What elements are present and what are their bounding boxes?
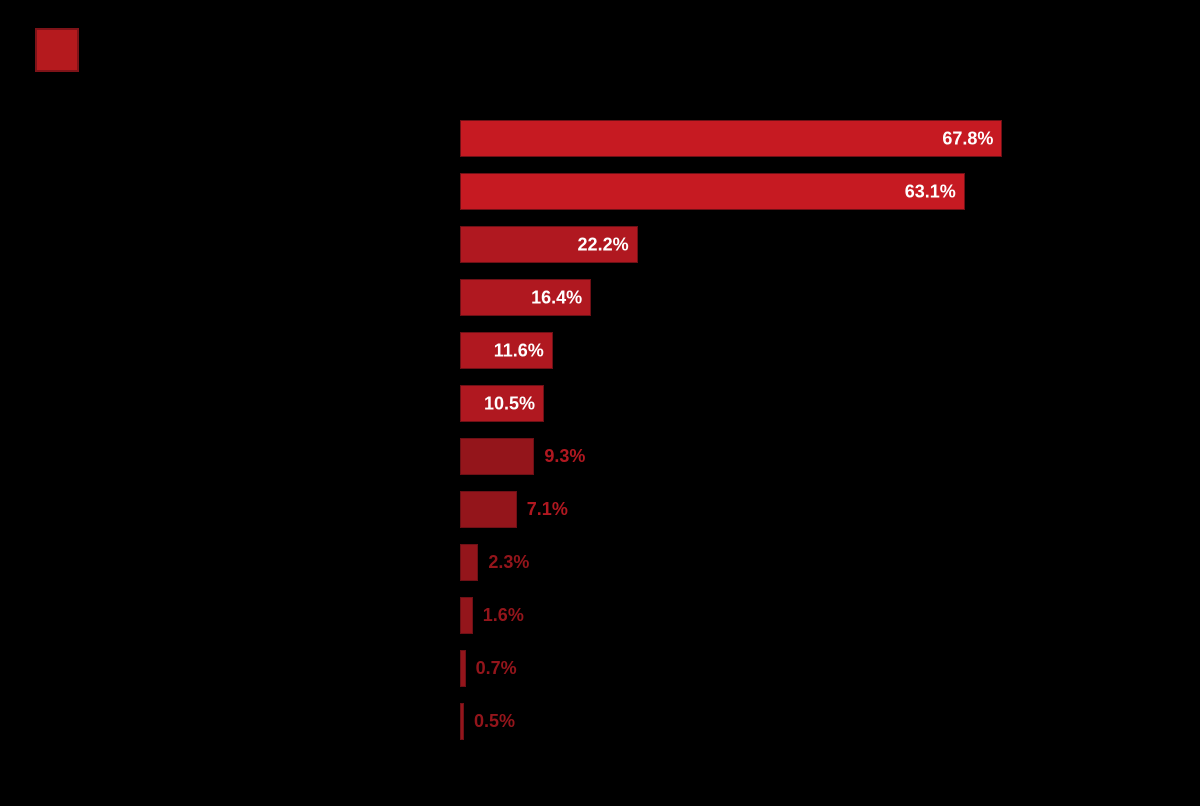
bar <box>460 597 473 634</box>
bar <box>460 491 517 528</box>
bar: 22.2% <box>460 226 638 263</box>
bar-row: 22.2% <box>460 226 1100 263</box>
bar: 11.6% <box>460 332 553 369</box>
bar <box>460 438 534 475</box>
value-label: 16.4% <box>531 287 582 308</box>
bar-row: 16.4% <box>460 279 1100 316</box>
bar-wrap: 2.3% <box>460 544 529 581</box>
bar-row: 7.1% <box>460 491 1100 528</box>
legend <box>35 28 89 72</box>
legend-swatch <box>35 28 79 72</box>
value-label: 10.5% <box>484 393 535 414</box>
chart-canvas: 67.8% 63.1% 22.2% 16.4% 11.6% 10.5% 9.3% 7.1% 2.… <box>0 0 1200 806</box>
value-label: 63.1% <box>905 181 956 202</box>
bar <box>460 703 464 740</box>
value-label: 0.7% <box>476 658 517 679</box>
bar-row: 63.1% <box>460 173 1100 210</box>
bar-row: 1.6% <box>460 597 1100 634</box>
bar: 10.5% <box>460 385 544 422</box>
value-label: 22.2% <box>578 234 629 255</box>
bar: 63.1% <box>460 173 965 210</box>
bar-wrap: 63.1% <box>460 173 965 210</box>
bar-row: 2.3% <box>460 544 1100 581</box>
bar-row: 10.5% <box>460 385 1100 422</box>
value-label: 1.6% <box>483 605 524 626</box>
bar-row: 67.8% <box>460 120 1100 157</box>
bar <box>460 544 478 581</box>
bar-wrap: 10.5% <box>460 385 544 422</box>
bar-wrap: 22.2% <box>460 226 638 263</box>
value-label: 9.3% <box>544 446 585 467</box>
bar-wrap: 9.3% <box>460 438 585 475</box>
bar-row: 9.3% <box>460 438 1100 475</box>
bar-row: 11.6% <box>460 332 1100 369</box>
bar-wrap: 67.8% <box>460 120 1002 157</box>
bar-wrap: 11.6% <box>460 332 553 369</box>
value-label: 0.5% <box>474 711 515 732</box>
bar: 16.4% <box>460 279 591 316</box>
bar-row: 0.5% <box>460 703 1100 740</box>
value-label: 2.3% <box>488 552 529 573</box>
value-label: 67.8% <box>942 128 993 149</box>
value-label: 11.6% <box>494 340 544 361</box>
value-label: 7.1% <box>527 499 568 520</box>
bar-wrap: 7.1% <box>460 491 568 528</box>
bar-wrap: 16.4% <box>460 279 591 316</box>
bar: 67.8% <box>460 120 1002 157</box>
bar <box>460 650 466 687</box>
bar-wrap: 0.5% <box>460 703 515 740</box>
bar-chart: 67.8% 63.1% 22.2% 16.4% 11.6% 10.5% 9.3% 7.1% 2.… <box>460 120 1100 756</box>
bar-row: 0.7% <box>460 650 1100 687</box>
bar-wrap: 1.6% <box>460 597 524 634</box>
bar-wrap: 0.7% <box>460 650 517 687</box>
